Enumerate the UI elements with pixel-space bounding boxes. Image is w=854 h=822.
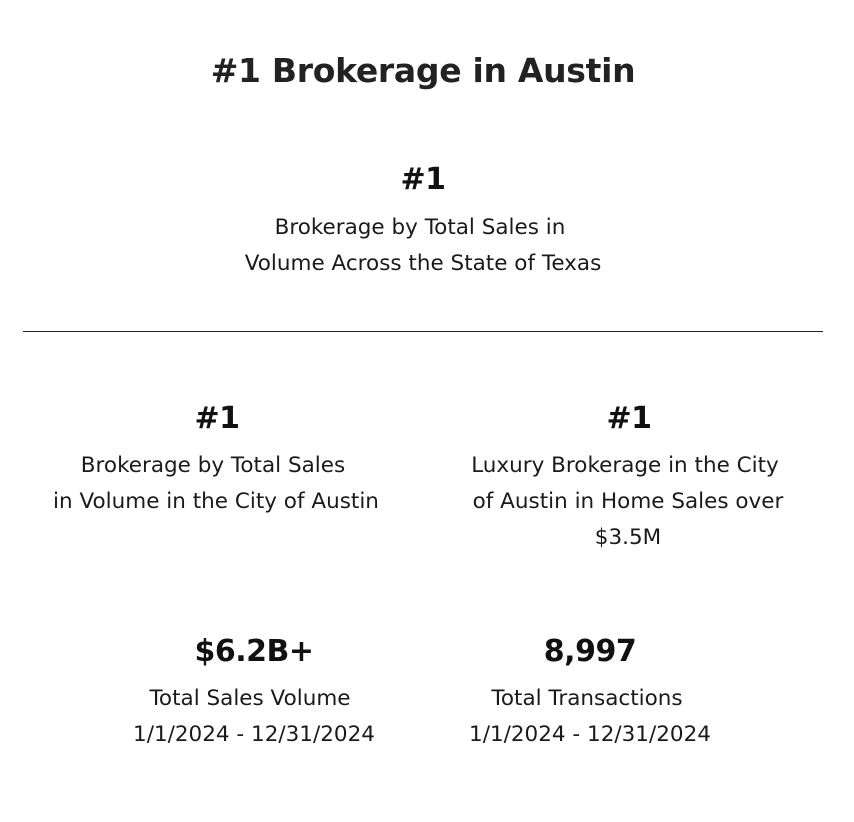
featured-stat-line-2: Volume Across the State of Texas: [244, 251, 602, 276]
featured-stat-value: #1: [400, 162, 446, 197]
stat-city-volume-value: #1: [194, 401, 240, 436]
stat-transactions-value: 8,997: [543, 634, 637, 669]
stat-sales-volume-line-2: 1/1/2024 - 12/31/2024: [133, 722, 375, 747]
stat-luxury-line-2: of Austin in Home Sales over: [472, 489, 784, 514]
stat-sales-volume-value: $6.2B+: [194, 634, 314, 669]
stat-transactions-line-2: 1/1/2024 - 12/31/2024: [469, 722, 711, 747]
stat-luxury-line-1: Luxury Brokerage in the City: [471, 453, 779, 478]
stat-luxury-value: #1: [606, 401, 652, 436]
stat-luxury-line-3: $3.5M: [594, 525, 662, 550]
section-divider: [23, 331, 823, 332]
stat-sales-volume-line-1: Total Sales Volume: [149, 686, 351, 711]
featured-stat-line-1: Brokerage by Total Sales in: [274, 215, 566, 240]
stat-city-volume-line-1: Brokerage by Total Sales: [80, 453, 346, 478]
page-title: #1 Brokerage in Austin: [210, 51, 636, 90]
stat-city-volume-line-2: in Volume in the City of Austin: [53, 489, 379, 514]
stat-transactions-line-1: Total Transactions: [491, 686, 683, 711]
